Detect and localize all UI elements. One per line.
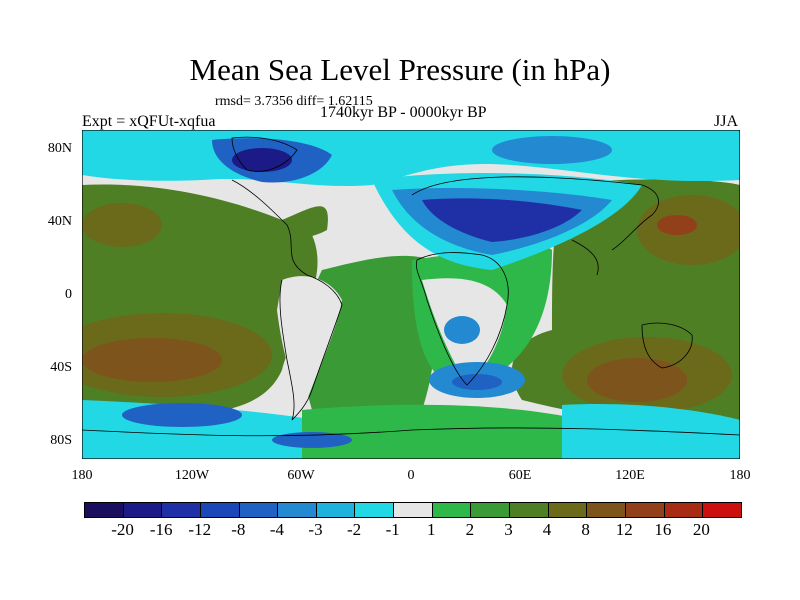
colorbar-label: 4 <box>542 520 552 539</box>
drake-low <box>272 432 352 448</box>
south-pacific-core <box>82 338 222 382</box>
colorbar-label: -12 <box>188 520 212 539</box>
map-title: Mean Sea Level Pressure (in hPa) <box>189 52 611 87</box>
colorbar-label: -8 <box>231 520 246 539</box>
colorbar-label: 20 <box>692 520 710 539</box>
x-tick-label: 60E <box>508 468 532 483</box>
colorbar-swatch <box>355 503 395 517</box>
colorbar-label: 8 <box>581 520 590 539</box>
x-tick-label: 180 <box>71 468 93 483</box>
colorbar-swatch <box>471 503 511 517</box>
time-period-label: 1740kyr BP - 0000kyr BP <box>320 104 487 121</box>
y-tick-label: 40S <box>50 360 72 375</box>
colorbar-swatch <box>162 503 201 517</box>
experiment-label: Expt = xQFUt-xqfua <box>82 113 216 130</box>
colorbar-swatch <box>85 503 124 517</box>
pressure-map <box>82 130 740 459</box>
colorbar-swatch <box>239 503 279 517</box>
colorbar-label: -4 <box>269 520 285 539</box>
madagascar-low <box>444 316 480 344</box>
colorbar-swatch <box>432 503 472 517</box>
colorbar-label: -20 <box>111 520 134 539</box>
colorbar-swatch <box>200 503 240 517</box>
colorbar-swatch <box>625 503 665 517</box>
colorbar-swatch <box>316 503 356 517</box>
coastlines <box>82 136 740 437</box>
west-pacific-core <box>657 215 697 235</box>
colorbar-label: 12 <box>615 520 633 539</box>
colorbar-label: 1 <box>427 520 436 539</box>
colorbar-swatch <box>278 503 317 517</box>
y-tick-label: 40N <box>47 214 72 229</box>
greenland-core <box>232 148 292 172</box>
x-tick-label: 0 <box>407 468 415 483</box>
eurasian-low-core <box>422 198 582 242</box>
colorbar <box>84 502 742 518</box>
colorbar-swatch <box>394 503 433 517</box>
colorbar-swatch <box>664 503 704 517</box>
rmsd-diff-stats: rmsd= 3.7356 diff= 1.62115 <box>215 94 373 109</box>
colorbar-label: 16 <box>654 520 672 539</box>
y-tick-label: 80S <box>50 433 72 448</box>
south-atlantic-low-core <box>452 374 502 390</box>
colorbar-label: -2 <box>347 520 362 539</box>
colorbar-label: -1 <box>385 520 400 539</box>
south-pacific-low <box>122 403 242 427</box>
x-tick-label: 60W <box>287 468 315 483</box>
x-tick-label: 120E <box>615 468 645 483</box>
y-tick-label: 80N <box>47 141 72 156</box>
colorbar-label: 2 <box>465 520 475 539</box>
y-tick-label: 0 <box>65 287 72 302</box>
north-pacific-core <box>82 203 162 247</box>
siberian-blue <box>492 136 612 164</box>
colorbar-label: -16 <box>149 520 173 539</box>
colorbar-swatch <box>123 503 163 517</box>
colorbar-swatch <box>703 503 741 517</box>
x-tick-label: 180 <box>729 468 751 483</box>
colorbar-swatch <box>510 503 549 517</box>
southern-ocean-green <box>302 404 582 459</box>
colorbar-label: 3 <box>504 520 513 539</box>
indian-ocean-core <box>587 358 687 402</box>
colorbar-swatch <box>587 503 626 517</box>
south-america-grey <box>277 276 342 400</box>
colorbar-label: -3 <box>308 520 323 539</box>
colorbar-swatch <box>548 503 588 517</box>
x-tick-label: 120W <box>174 468 210 483</box>
season-label: JJA <box>714 113 739 130</box>
southern-indian-cyan <box>562 403 740 459</box>
